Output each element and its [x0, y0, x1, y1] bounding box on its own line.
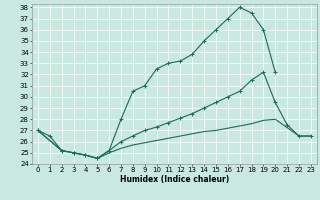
- X-axis label: Humidex (Indice chaleur): Humidex (Indice chaleur): [120, 175, 229, 184]
